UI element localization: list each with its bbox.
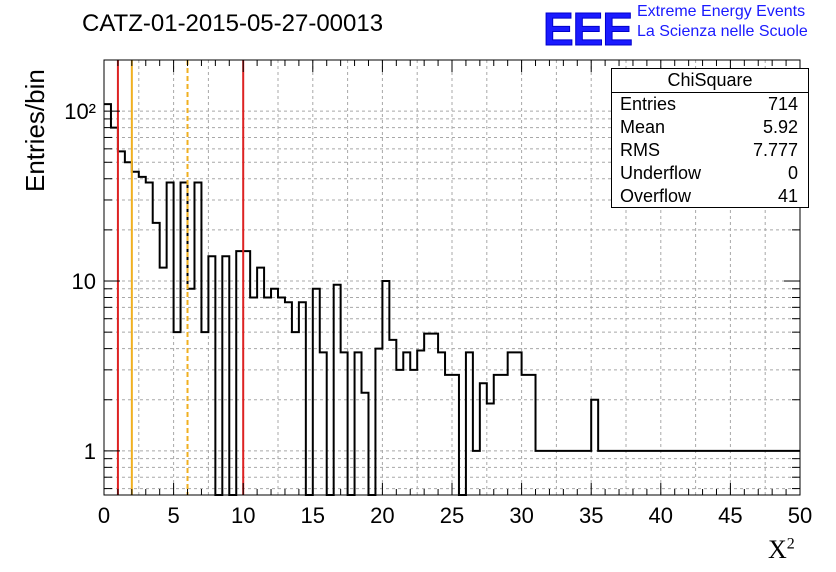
x-tick-label: 30 [509,503,533,528]
stats-value: 0 [787,163,798,183]
stats-title: ChiSquare [612,69,808,93]
stats-value: 5.92 [762,117,798,137]
logo-line-1: Extreme Energy Events [637,3,806,20]
x-tick-label: 35 [579,503,603,528]
reference-lines [116,60,245,495]
y-tick-label: 1 [84,439,96,464]
stats-key: Entries [620,94,677,114]
x-tick-label: 0 [98,503,110,528]
x-axis-label: X2 [768,535,795,565]
logo-line-2: La Scienza nelle Scuole [637,23,808,40]
x-axis-label-base: X [768,535,787,564]
stats-row-overflow: Overflow 41 [620,185,798,208]
stats-row-mean: Mean 5.92 [620,116,798,139]
histogram [104,103,800,496]
x-axis-label-superscript: 2 [786,535,795,553]
stats-key: Overflow [620,186,692,206]
histogram-step-line [104,103,800,496]
y-tick-label: 10 [72,269,96,294]
x-tick-label: 40 [649,503,673,528]
x-tick-label: 10 [231,503,255,528]
stats-row-rms: RMS 7.777 [620,139,798,162]
stats-row-entries: Entries 714 [620,93,798,116]
stats-box: ChiSquare Entries 714 Mean 5.92 RMS 7.777 U… [611,68,809,208]
stats-key: Mean [620,117,666,137]
logo-caption: Extreme Energy Events La Scienza nelle S… [637,2,808,42]
stats-row-underflow: Underflow 0 [620,162,798,185]
x-tick-label: 20 [370,503,394,528]
x-tick-label: 45 [718,503,742,528]
chart-title: CATZ-01-2015-05-27-00013 [82,10,384,37]
stats-key: RMS [620,140,660,160]
stats-value: 41 [777,186,798,206]
x-tick-label: 5 [167,503,179,528]
eee-logo: EEE [542,3,633,56]
x-tick-label: 25 [440,503,464,528]
y-axis-ticks: 1 10 10² [64,59,800,490]
x-tick-label: 15 [301,503,325,528]
y-axis-label: Entries/bin [20,69,50,192]
y-tick-label: 10² [64,99,96,124]
x-tick-label: 50 [788,503,812,528]
stats-key: Underflow [620,163,702,183]
stats-value: 714 [767,94,798,114]
stats-value: 7.777 [752,140,798,160]
